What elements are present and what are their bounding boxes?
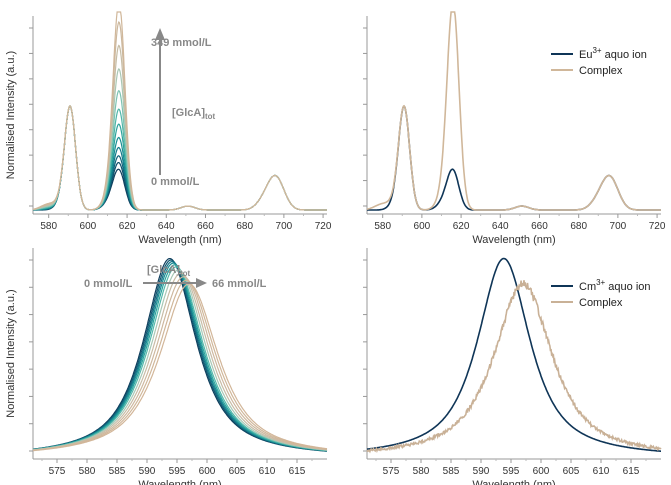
- y-axis-title: Normalised Intensity (a.u.): [5, 51, 17, 179]
- series-line-9: [33, 279, 328, 451]
- annotation-left-label: 0 mmol/L: [84, 278, 133, 290]
- series-line-2: [33, 261, 327, 452]
- x-tick-label: 580: [79, 466, 96, 477]
- legend-label-1: Complex: [579, 297, 623, 309]
- x-tick-label: 595: [503, 466, 520, 477]
- annotation-sub: tot: [180, 269, 191, 278]
- legend-rest: aquo ion: [602, 49, 647, 61]
- x-tick-label: 590: [473, 466, 490, 477]
- panel-tr: 580 600 620 640 660 680 700 720 Wavelength (nm) E…: [363, 11, 666, 246]
- x-tick-label: 600: [199, 466, 216, 477]
- x-tick-label: 595: [169, 466, 186, 477]
- x-tick-label: 615: [623, 466, 640, 477]
- x-tick-label: 720: [315, 221, 332, 232]
- annotation-right-label: 66 mmol/L: [212, 278, 267, 290]
- series-line-1: [366, 280, 662, 454]
- legend-label-0: Eu3+ aquo ion: [579, 46, 647, 61]
- x-axis-title: Wavelength (nm): [138, 479, 221, 485]
- x-tick-label: 575: [49, 466, 66, 477]
- x-tick-label: 640: [492, 221, 509, 232]
- series-line-8: [33, 276, 328, 451]
- x-tick-label: 600: [414, 221, 431, 232]
- x-tick-label: 600: [533, 466, 550, 477]
- x-tick-label: 660: [197, 221, 214, 232]
- x-tick-label: 640: [158, 221, 175, 232]
- annotation-sub: tot: [205, 112, 216, 121]
- annotation-concentration: [GlcA]tot: [147, 264, 191, 278]
- x-tick-label: 700: [610, 221, 627, 232]
- x-tick-label: 660: [531, 221, 548, 232]
- annotation-main: [GlcA]: [147, 264, 180, 276]
- legend-sup: 3+: [596, 278, 605, 287]
- series-line-0: [32, 258, 327, 452]
- x-tick-label: 590: [139, 466, 156, 477]
- annotation-concentration: [GlcA]tot: [172, 107, 216, 121]
- x-tick-label: 610: [259, 466, 276, 477]
- x-tick-label: 720: [649, 221, 666, 232]
- annotation-bottom-label: 0 mmol/L: [151, 176, 200, 188]
- legend-main: Cm: [579, 281, 596, 293]
- series-line-1: [366, 11, 661, 211]
- shift-arrow-head: [196, 278, 207, 288]
- x-tick-label: 680: [236, 221, 253, 232]
- series-line-8: [32, 67, 327, 211]
- legend-rest: aquo ion: [605, 281, 650, 293]
- x-tick-label: 580: [40, 221, 57, 232]
- legend-main: Complex: [579, 297, 623, 309]
- y-axis-title: Normalised Intensity (a.u.): [5, 289, 17, 417]
- panel-br: 575 580 585 590 595 600 605 610 615 Wavelength (n…: [363, 248, 662, 485]
- legend-label-0: Cm3+ aquo ion: [579, 278, 651, 293]
- x-tick-label: 580: [413, 466, 430, 477]
- x-tick-label: 680: [570, 221, 587, 232]
- x-axis-title: Wavelength (nm): [138, 234, 221, 246]
- series-line-6: [33, 269, 328, 451]
- series-line-7: [33, 272, 327, 451]
- legend-main: Complex: [579, 65, 623, 77]
- annotation-main: [GlcA]: [172, 107, 205, 119]
- x-tick-label: 605: [563, 466, 580, 477]
- series-line-3: [33, 262, 328, 452]
- x-tick-label: 620: [453, 221, 470, 232]
- x-tick-label: 575: [383, 466, 400, 477]
- x-axis-title: Wavelength (nm): [472, 479, 555, 485]
- x-tick-label: 620: [119, 221, 136, 232]
- x-tick-label: 700: [276, 221, 293, 232]
- panel-bl: 575 580 585 590 595 600 605 610 615 Wavelength (n…: [5, 248, 328, 485]
- series-line-0: [366, 257, 661, 453]
- legend-sup: 3+: [592, 46, 601, 55]
- series-line-10: [33, 283, 328, 452]
- series-line-1: [33, 259, 328, 452]
- series-line-11: [32, 11, 327, 211]
- annotation-top-label: 349 mmol/L: [151, 37, 212, 49]
- x-tick-label: 580: [374, 221, 391, 232]
- legend-main: Eu: [579, 49, 592, 61]
- increase-arrow-head: [155, 28, 165, 40]
- series-line-4: [33, 264, 327, 452]
- panel-tl: 580 600 620 640 660 680 700 720 Wavelength (nm) N…: [5, 11, 332, 246]
- x-tick-label: 600: [80, 221, 97, 232]
- x-axis-title: Wavelength (nm): [472, 234, 555, 246]
- x-tick-label: 605: [229, 466, 246, 477]
- x-tick-label: 585: [109, 466, 126, 477]
- legend-label-1: Complex: [579, 65, 623, 77]
- x-tick-label: 585: [443, 466, 460, 477]
- x-tick-label: 615: [289, 466, 306, 477]
- x-tick-label: 610: [593, 466, 610, 477]
